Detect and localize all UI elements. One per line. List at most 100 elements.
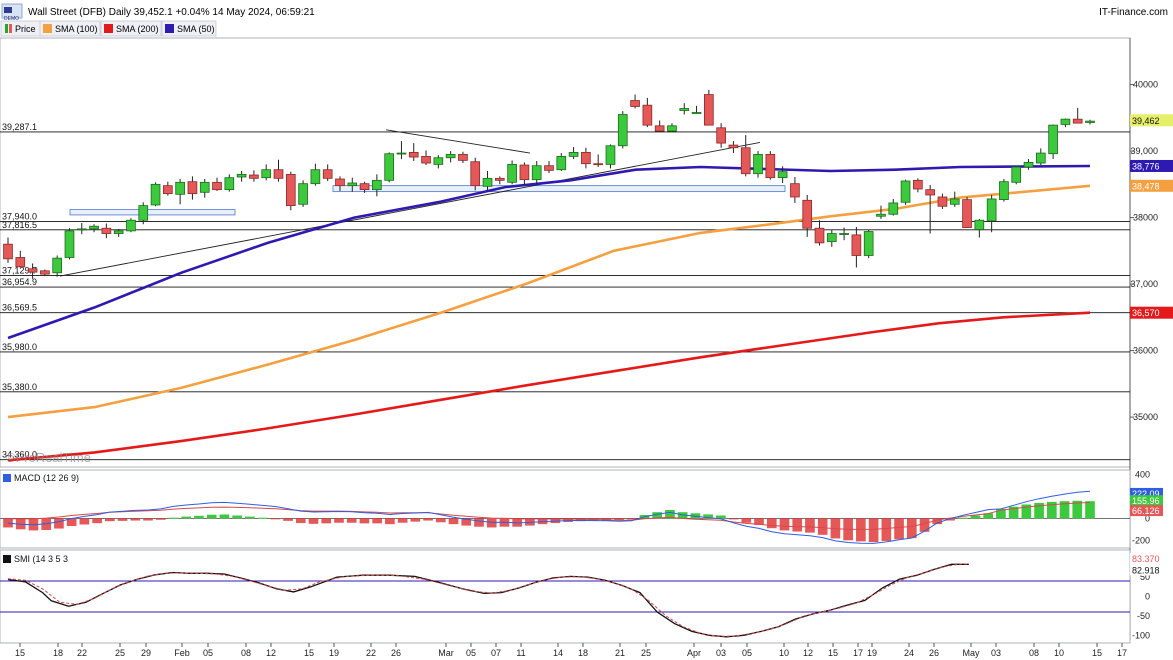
x-tick-label: 12 bbox=[803, 648, 813, 658]
candle-body bbox=[433, 157, 444, 165]
macd-histogram-bar bbox=[461, 518, 472, 526]
macd-histogram-bar bbox=[716, 515, 726, 519]
candle-body bbox=[962, 199, 972, 228]
smi-plot-area bbox=[0, 549, 1131, 644]
candle-body bbox=[740, 147, 751, 175]
macd-histogram-bar bbox=[652, 512, 663, 519]
candle-body bbox=[986, 198, 997, 222]
legend-item-price[interactable]: Price bbox=[0, 20, 44, 37]
logo-mark-icon bbox=[4, 7, 12, 13]
candle-body bbox=[704, 94, 714, 126]
macd-histogram-bar bbox=[906, 518, 917, 539]
macd-histogram-bar bbox=[448, 518, 459, 525]
price-tag bbox=[1130, 114, 1173, 127]
x-tick-label: 15 bbox=[1092, 648, 1102, 658]
candle-body bbox=[163, 185, 173, 195]
macd-histogram-bar bbox=[881, 518, 892, 541]
smi-y-tick-label: -100 bbox=[1132, 630, 1150, 640]
macd-histogram-bar bbox=[741, 518, 752, 523]
candle-body bbox=[236, 173, 247, 178]
candle-body bbox=[617, 114, 628, 147]
level-label: 36,569.5 bbox=[2, 303, 37, 313]
legend-item-sma200[interactable]: SMA (200) bbox=[100, 20, 162, 37]
candle-body bbox=[249, 174, 259, 179]
x-tick-label: May bbox=[962, 648, 980, 658]
candle-body bbox=[654, 125, 665, 132]
y-tick-label: 39,000 bbox=[1130, 146, 1158, 156]
candle-body bbox=[765, 153, 776, 179]
macd-histogram-bar bbox=[143, 518, 153, 521]
candle-body bbox=[593, 163, 604, 166]
macd-histogram-bar bbox=[868, 518, 879, 543]
candle-body bbox=[753, 153, 763, 175]
x-tick-label: 29 bbox=[141, 648, 151, 658]
x-tick-label: 25 bbox=[641, 648, 651, 658]
candle-body bbox=[679, 108, 690, 111]
candle-body bbox=[359, 183, 370, 191]
legend-item-sma50[interactable]: SMA (50) bbox=[161, 20, 217, 37]
macd-swatch-icon bbox=[3, 474, 11, 482]
macd-value-label: 155.96 bbox=[1132, 496, 1160, 506]
x-tick-label: 08 bbox=[1029, 648, 1039, 658]
y-tick-label: 40000 bbox=[1133, 80, 1158, 90]
candle-body bbox=[556, 155, 567, 171]
macd-histogram-bar bbox=[194, 515, 204, 519]
line-swatch-icon bbox=[43, 24, 52, 33]
macd-histogram-bar bbox=[435, 518, 446, 523]
macd-histogram-bar bbox=[932, 518, 943, 525]
x-tick-label: 11 bbox=[516, 648, 525, 658]
macd-histogram-bar bbox=[283, 518, 293, 521]
candle-body bbox=[347, 182, 358, 187]
macd-histogram-bar bbox=[410, 518, 421, 522]
price-tag-label: 36,570 bbox=[1132, 308, 1160, 318]
macd-signal-line bbox=[7, 502, 1091, 530]
macd-y-tick-label: 0 bbox=[1145, 513, 1150, 523]
macd-histogram-bar bbox=[206, 514, 217, 519]
brand-label: IT-Finance.com bbox=[1099, 7, 1168, 18]
candle-body bbox=[27, 268, 38, 273]
macd-plot-area bbox=[0, 469, 1131, 549]
sma50-line bbox=[7, 164, 1091, 340]
x-tick-label: 17 bbox=[853, 648, 863, 658]
smi-y-tick-label: 50 bbox=[1140, 572, 1150, 582]
candle-body bbox=[728, 144, 739, 149]
candle-body bbox=[298, 183, 308, 205]
downtrend-line bbox=[385, 129, 531, 154]
y-tick-label: 37,000 bbox=[1130, 279, 1158, 289]
level-label: 35,980.0 bbox=[2, 342, 37, 352]
chart-title: Wall Street (DFB) Daily 39,452.1 +0.04% … bbox=[28, 7, 315, 18]
candle-body bbox=[76, 228, 87, 231]
candle-body bbox=[396, 152, 407, 155]
candle-body bbox=[494, 177, 505, 181]
candle-body bbox=[52, 257, 63, 274]
candle-body bbox=[544, 165, 554, 171]
macd-histogram-bar bbox=[346, 518, 357, 523]
candle-body bbox=[224, 177, 235, 191]
x-tick-label: 12 bbox=[266, 648, 276, 658]
x-tick-label: 07 bbox=[491, 648, 501, 658]
candle-body bbox=[1035, 152, 1046, 164]
x-tick-label: 03 bbox=[991, 648, 1001, 658]
candle-body bbox=[777, 171, 788, 179]
candle-body bbox=[126, 219, 136, 232]
macd-histogram-bar bbox=[1034, 502, 1044, 519]
x-tick-label: 10 bbox=[779, 648, 789, 658]
smi-value-tag bbox=[1130, 553, 1163, 565]
candle-body bbox=[900, 180, 911, 203]
candle-body bbox=[3, 243, 13, 260]
candle-body bbox=[175, 181, 185, 195]
macd-histogram-bar bbox=[614, 518, 624, 521]
legend-item-sma100[interactable]: SMA (100) bbox=[39, 20, 101, 37]
x-tick-label: 15 bbox=[15, 648, 25, 658]
candle-body bbox=[863, 231, 874, 256]
macd-value-label: 66.126 bbox=[1132, 506, 1160, 516]
level-label: 37,129.7 bbox=[2, 265, 37, 275]
macd-histogram-bar bbox=[1008, 506, 1019, 519]
candle-body bbox=[630, 100, 640, 107]
candle-body bbox=[790, 183, 800, 198]
x-tick-label: 08 bbox=[241, 648, 251, 658]
macd-histogram-bar bbox=[1021, 504, 1032, 519]
macd-histogram-bar bbox=[983, 513, 994, 519]
macd-histogram-bar bbox=[232, 515, 242, 519]
